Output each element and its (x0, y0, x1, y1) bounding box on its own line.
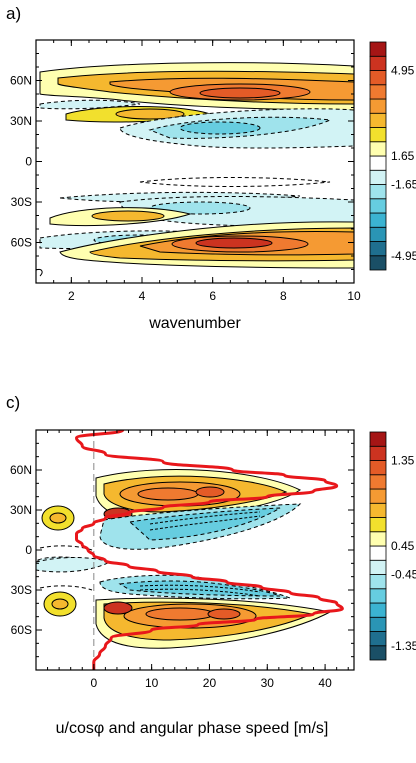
colorbar-swatch (369, 474, 387, 490)
colorbar-label: 1.65 (391, 149, 415, 163)
panel-a-xlabel: wavenumber (148, 315, 241, 332)
panel-a-north-positive (39, 62, 354, 111)
colorbar-label: -1.35 (391, 639, 416, 653)
colorbar-swatch (369, 255, 387, 271)
colorbar-swatch (369, 631, 387, 647)
panel-c-label: c) (6, 393, 20, 412)
colorbar-swatch (369, 226, 387, 242)
panel-a-north-secondary (39, 99, 354, 149)
x-tick-label: 6 (209, 289, 216, 303)
y-tick-label: 30S (11, 195, 32, 209)
colorbar-swatch (369, 70, 387, 86)
colorbar-swatch (369, 155, 387, 171)
panel-a: a) (6, 4, 416, 332)
y-tick-label: 60S (11, 623, 32, 637)
panel-a-south-secondary (49, 207, 192, 227)
colorbar-label: -0.45 (391, 568, 416, 582)
colorbar-label: 0.45 (391, 539, 415, 553)
colorbar-swatch (369, 588, 387, 604)
colorbar-swatch (369, 212, 387, 228)
colorbar-swatch (369, 169, 387, 185)
x-tick-label: 20 (203, 676, 217, 690)
colorbar-swatch (369, 184, 387, 200)
colorbar-swatch (369, 517, 387, 533)
colorbar-swatch (369, 98, 387, 114)
colorbar-swatch (369, 55, 387, 71)
panel-c-colorbar: 1.35 0.45 -0.45 -1.35 (369, 431, 416, 661)
y-tick-label: 30N (10, 503, 32, 517)
y-tick-label: 0 (25, 155, 32, 169)
y-tick-label: 60S (11, 236, 32, 250)
y-tick-label: 60N (10, 463, 32, 477)
colorbar-swatch (369, 112, 387, 128)
colorbar-swatch (369, 460, 387, 476)
colorbar-label: -4.95 (391, 249, 416, 263)
colorbar-swatch (369, 141, 387, 157)
colorbar-swatch (369, 545, 387, 561)
colorbar-swatch (369, 616, 387, 632)
panel-c-axes: 60N 30N 0 30S 60S 0 10 20 30 40 (10, 430, 354, 690)
x-tick-label: 40 (318, 676, 332, 690)
colorbar-swatch (369, 531, 387, 547)
x-tick-label: 30 (261, 676, 275, 690)
panel-a-south-positive (36, 221, 354, 277)
y-tick-label: 30S (11, 583, 32, 597)
panel-c-wind-profile-line (74, 430, 344, 670)
colorbar-swatch (369, 559, 387, 575)
x-tick-label: 10 (347, 289, 361, 303)
x-tick-label: 10 (145, 676, 159, 690)
colorbar-swatch (369, 602, 387, 618)
panel-a-field (36, 62, 354, 277)
colorbar-label: 4.95 (391, 64, 415, 78)
colorbar-swatch (369, 431, 387, 447)
colorbar-swatch (369, 445, 387, 461)
x-tick-label: 8 (280, 289, 287, 303)
panel-c-field (36, 430, 344, 670)
colorbar-swatch (369, 488, 387, 504)
panel-c-north-negative (99, 503, 302, 550)
x-tick-label: 0 (90, 676, 97, 690)
panel-a-label: a) (6, 4, 21, 23)
panel-c-equatorial-negative (36, 557, 112, 573)
x-tick-label: 4 (139, 289, 146, 303)
colorbar-swatch (369, 84, 387, 100)
y-tick-label: 0 (25, 543, 32, 557)
colorbar-swatch (369, 645, 387, 661)
colorbar-label: 1.35 (391, 454, 415, 468)
panel-a-colorbar: 4.95 1.65 -1.65 -4.95 (369, 41, 416, 271)
colorbar-swatch (369, 41, 387, 57)
y-tick-label: 30N (10, 114, 32, 128)
panel-a-axes: 60N 30N 0 30S 60S 2 4 6 8 10 (10, 40, 361, 303)
x-tick-label: 2 (68, 289, 75, 303)
colorbar-swatch (369, 241, 387, 257)
colorbar-swatch (369, 574, 387, 590)
colorbar-swatch (369, 502, 387, 518)
panel-c-xlabel: u/cosφ and angular phase speed [m/s] (56, 720, 329, 737)
colorbar-label: -1.65 (391, 178, 416, 192)
panel-c-south-negative (99, 574, 291, 600)
colorbar-swatch (369, 127, 387, 143)
colorbar-swatch (369, 198, 387, 214)
panel-c: c) (6, 393, 416, 737)
y-tick-label: 60N (10, 74, 32, 88)
